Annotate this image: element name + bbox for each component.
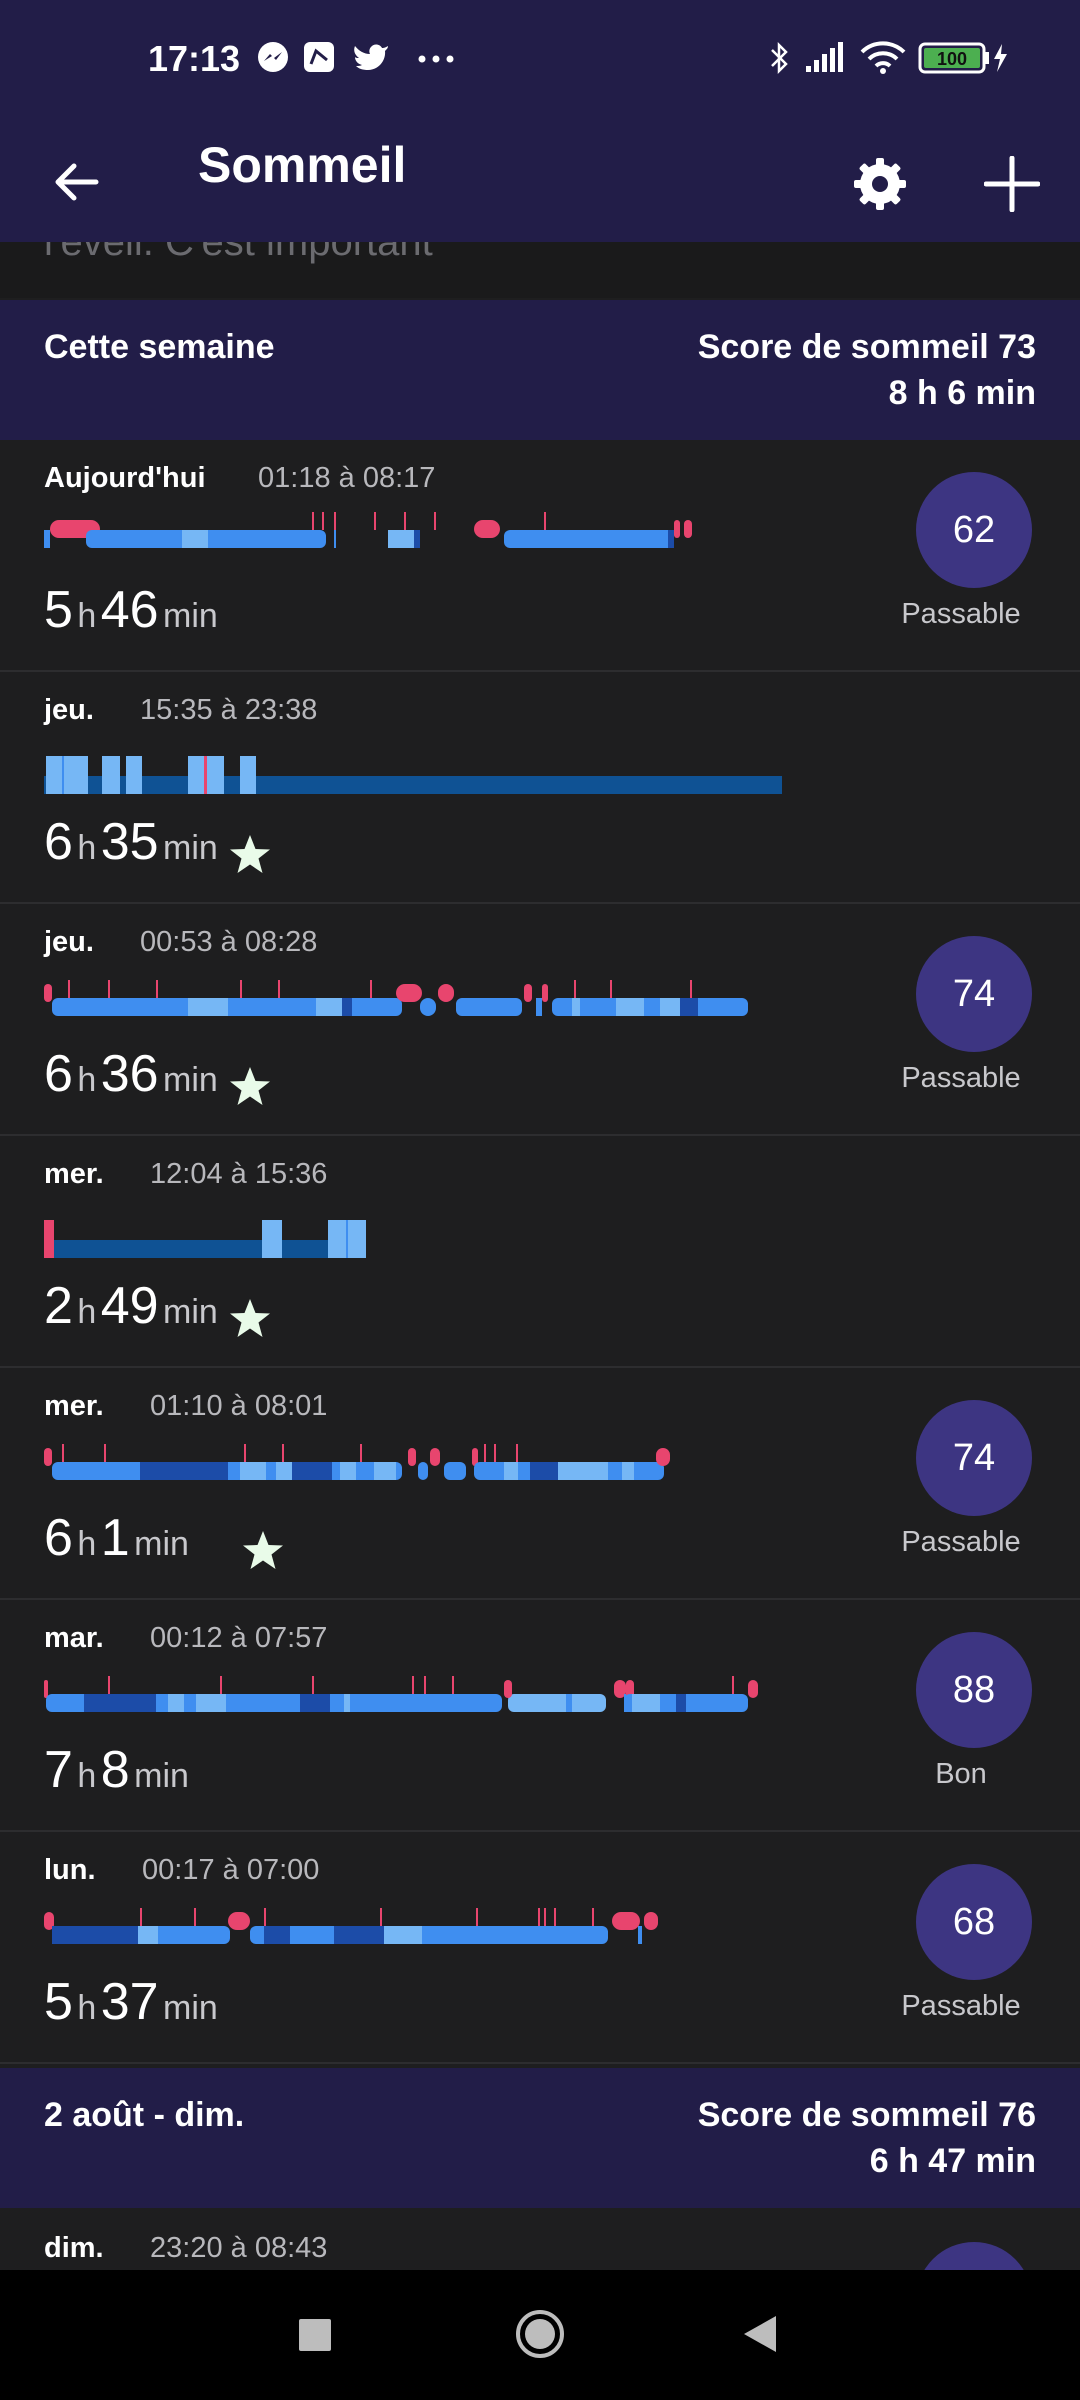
entry-duration: 5 h 37 min	[44, 1973, 218, 2031]
sleep-score-label: Passable	[901, 1990, 1021, 2022]
sleep-entry-row[interactable]: dim. 23:20 à 08:43	[0, 2208, 1080, 2270]
app-bar: Sommeil	[0, 120, 1080, 242]
week-summary-current: Cette semaine Score de sommeil 73 8 h 6 …	[0, 300, 1080, 440]
entry-duration: 6 h 36 min	[44, 1044, 272, 1109]
entry-day: mer.	[44, 1158, 104, 1190]
star-icon	[230, 1298, 271, 1337]
wifi-icon	[860, 41, 906, 74]
bluetooth-icon	[771, 41, 788, 75]
entry-time-range: 00:53 à 08:28	[140, 926, 318, 958]
sleep-score-badge: 62	[916, 472, 1032, 588]
sleep-score-badge: 74	[916, 936, 1032, 1052]
entry-duration: 6 h 35 min	[44, 812, 272, 877]
sleep-stages-bar	[44, 980, 748, 1016]
entry-time-range: 12:04 à 15:36	[150, 1158, 328, 1190]
system-navigation-bar	[0, 2270, 1080, 2400]
sleep-score-label: Bon	[935, 1758, 987, 1790]
entry-day: mar.	[44, 1622, 104, 1654]
entry-duration: 6 h 1 min	[44, 1508, 285, 1573]
sleep-entry-row[interactable]: mar. 00:12 à 07:57 7 h 8 min 88 Bon	[0, 1600, 1080, 1832]
battery-level: 100	[937, 49, 967, 69]
signal-icon	[806, 42, 843, 72]
entry-day: jeu.	[44, 694, 94, 726]
week-sleep-score: Score de sommeil 76	[697, 2096, 1036, 2134]
sleep-score-badge: 74	[916, 1400, 1032, 1516]
messenger-icon	[258, 42, 288, 72]
entry-time-range: 00:17 à 07:00	[142, 1854, 320, 1886]
entry-time-range: 01:18 à 08:17	[258, 462, 436, 494]
app-notification-icon	[304, 42, 334, 72]
info-card-text: l'éveil. C'est important	[44, 242, 433, 264]
settings-gear-icon[interactable]	[852, 156, 908, 212]
sleep-entry-row[interactable]: Aujourd'hui 01:18 à 08:17 5 h 46 min 62 …	[0, 440, 1080, 672]
entry-duration: 2 h 49 min	[44, 1276, 272, 1341]
sleep-score-badge: 88	[916, 1632, 1032, 1748]
sleep-stages-bar	[44, 1220, 366, 1258]
sleep-score-badge	[916, 2242, 1032, 2270]
home-icon[interactable]	[514, 2308, 566, 2360]
sleep-score-label: Passable	[901, 598, 1021, 630]
status-time: 17:13	[148, 38, 241, 79]
sleep-score-badge: 68	[916, 1864, 1032, 1980]
sleep-stages-bar	[44, 756, 782, 794]
entry-day: dim.	[44, 2232, 104, 2264]
sleep-stages-bar	[44, 1676, 758, 1712]
sleep-score-label: Passable	[901, 1526, 1021, 1558]
week-label: Cette semaine	[44, 328, 275, 366]
sleep-stages-bar	[44, 512, 692, 548]
star-icon	[230, 1066, 271, 1105]
sleep-stages-bar	[44, 1908, 658, 1944]
app-header: 17:13	[0, 0, 1080, 242]
entry-day: mer.	[44, 1390, 104, 1422]
entry-duration: 7 h 8 min	[44, 1741, 189, 1799]
entry-day: lun.	[44, 1854, 96, 1886]
week-sleep-duration: 6 h 47 min	[869, 2142, 1036, 2180]
page-title: Sommeil	[198, 137, 407, 193]
info-card-peek: l'éveil. C'est important	[0, 242, 1080, 298]
twitter-icon	[354, 44, 388, 70]
sleep-entry-row[interactable]: lun. 00:17 à 07:00 5 h 37 min 68 Passabl…	[0, 1832, 1080, 2064]
sleep-entry-row[interactable]: jeu. 00:53 à 08:28 6 h 36 min	[0, 904, 1080, 1136]
battery-icon: 100	[918, 42, 1007, 74]
status-bar: 17:13	[0, 0, 1080, 120]
star-icon	[243, 1530, 284, 1569]
recent-apps-icon[interactable]	[298, 2318, 332, 2352]
star-icon	[230, 834, 271, 873]
entry-time-range: 23:20 à 08:43	[150, 2232, 328, 2264]
add-plus-icon[interactable]	[984, 156, 1040, 212]
entry-day: Aujourd'hui	[44, 462, 206, 494]
week-label: 2 août - dim.	[44, 2096, 245, 2134]
back-arrow-icon[interactable]	[52, 158, 100, 206]
entry-time-range: 01:10 à 08:01	[150, 1390, 328, 1422]
entry-duration: 5 h 46 min	[44, 581, 218, 639]
sleep-score-label: Passable	[901, 1062, 1021, 1094]
sleep-entry-row[interactable]: mer. 12:04 à 15:36 2 h 49 min	[0, 1136, 1080, 1368]
more-notifications-icon	[418, 55, 454, 63]
entry-day: jeu.	[44, 926, 94, 958]
week-summary-previous: 2 août - dim. Score de sommeil 76 6 h 47…	[0, 2068, 1080, 2208]
sleep-stages-bar	[44, 1444, 670, 1480]
week-sleep-score: Score de sommeil 73	[697, 328, 1036, 366]
entry-time-range: 00:12 à 07:57	[150, 1622, 328, 1654]
week-sleep-duration: 8 h 6 min	[888, 374, 1036, 412]
sleep-entry-row[interactable]: mer. 01:10 à 08:01 6 h 1 min	[0, 1368, 1080, 1600]
back-triangle-icon[interactable]	[742, 2314, 778, 2354]
entry-time-range: 15:35 à 23:38	[140, 694, 318, 726]
sleep-entry-row[interactable]: jeu. 15:35 à 23:38 6 h 35 min	[0, 672, 1080, 904]
